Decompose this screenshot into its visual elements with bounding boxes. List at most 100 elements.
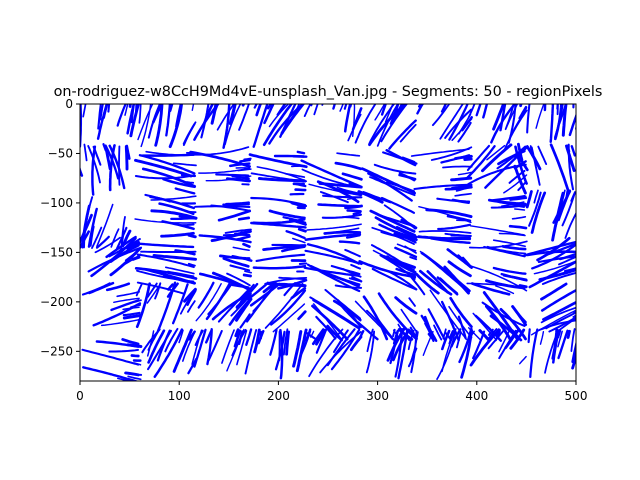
streamline [217, 209, 252, 222]
streamline [323, 230, 362, 235]
streamline [108, 144, 126, 190]
streamline [137, 104, 154, 141]
streamline [454, 154, 473, 161]
streamline [110, 299, 140, 312]
streamline [253, 104, 258, 109]
streamlines [80, 104, 576, 381]
streamline [357, 329, 365, 342]
streamline [246, 281, 277, 323]
streamline [167, 283, 174, 291]
streamline [374, 216, 418, 239]
streamline [216, 104, 235, 131]
streamline [341, 216, 360, 220]
streamline [491, 195, 526, 202]
streamline [134, 158, 193, 178]
chart-title: on-rodriguez-w8CcH9Md4vE-unsplash_Van.jp… [54, 84, 603, 100]
streamline [460, 329, 473, 379]
streamline [530, 191, 547, 234]
streamline [140, 104, 152, 148]
streamline [130, 104, 135, 124]
streamline [108, 348, 139, 353]
streamline [195, 282, 222, 322]
streamline [292, 237, 306, 244]
streamline [409, 256, 418, 261]
streamline [239, 158, 251, 163]
streamline [494, 329, 501, 337]
streamline [352, 211, 362, 216]
streamline [394, 296, 418, 315]
streamline [357, 190, 384, 204]
streamline [87, 207, 98, 248]
streamline [229, 162, 251, 168]
streamline [397, 329, 409, 380]
streamline [222, 104, 231, 149]
streamline [518, 284, 528, 289]
streamline [262, 282, 276, 294]
streamline [371, 267, 418, 291]
streamline [535, 104, 545, 129]
streamline [457, 315, 467, 340]
streamline [400, 218, 418, 230]
streamline [417, 104, 423, 108]
streamline [528, 191, 542, 227]
streamline [187, 262, 196, 267]
streamline [135, 282, 151, 329]
streamline [205, 175, 252, 182]
streamline [366, 328, 374, 353]
streamline [501, 201, 525, 207]
streamline [262, 104, 294, 147]
streamline [541, 271, 576, 285]
streamline [537, 145, 548, 166]
streamline [380, 196, 415, 214]
streamline [244, 329, 258, 375]
streamline [449, 329, 455, 339]
streamline [233, 329, 242, 348]
streamline [160, 231, 195, 238]
streamline [467, 264, 528, 292]
streamline [235, 235, 251, 241]
streamline [87, 145, 101, 184]
streamline [231, 328, 247, 357]
streamline [457, 121, 472, 143]
streamline [444, 232, 472, 237]
streamline [346, 209, 362, 213]
streamline [487, 328, 498, 340]
streamline [262, 244, 307, 252]
streamline [166, 282, 179, 298]
streamline [297, 310, 307, 321]
streamline [253, 328, 261, 354]
streamline [566, 329, 571, 339]
streamline [92, 145, 102, 166]
streamline [292, 330, 303, 368]
streamline [486, 144, 506, 161]
streamline [492, 266, 527, 275]
streamline [533, 260, 576, 275]
streamline [250, 172, 307, 183]
streamline [344, 204, 363, 210]
streamline [272, 303, 306, 333]
streamline [503, 174, 528, 194]
streamline [312, 299, 361, 330]
streamline [308, 183, 360, 196]
streamline [483, 245, 526, 258]
streamline [347, 113, 362, 142]
streamline [297, 227, 307, 233]
streamline [91, 145, 97, 196]
streamline [237, 168, 252, 172]
streamline [104, 145, 112, 171]
streamline [252, 264, 307, 270]
streamline [570, 145, 576, 157]
streamline [490, 104, 517, 144]
streamline [193, 328, 207, 368]
streamline [257, 329, 265, 345]
streamline [153, 328, 184, 378]
streamline [410, 148, 470, 157]
streamline [373, 163, 417, 175]
streamline [492, 239, 526, 248]
streamline [127, 375, 142, 381]
streamline [440, 300, 460, 342]
streamline [304, 232, 362, 241]
streamline [408, 297, 416, 307]
streamline [336, 152, 361, 157]
streamline [371, 226, 415, 245]
